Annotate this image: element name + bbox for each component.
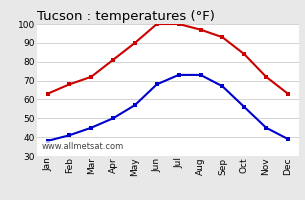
Text: Tucson : temperatures (°F): Tucson : temperatures (°F) <box>37 10 214 23</box>
Text: www.allmetsat.com: www.allmetsat.com <box>42 142 124 151</box>
